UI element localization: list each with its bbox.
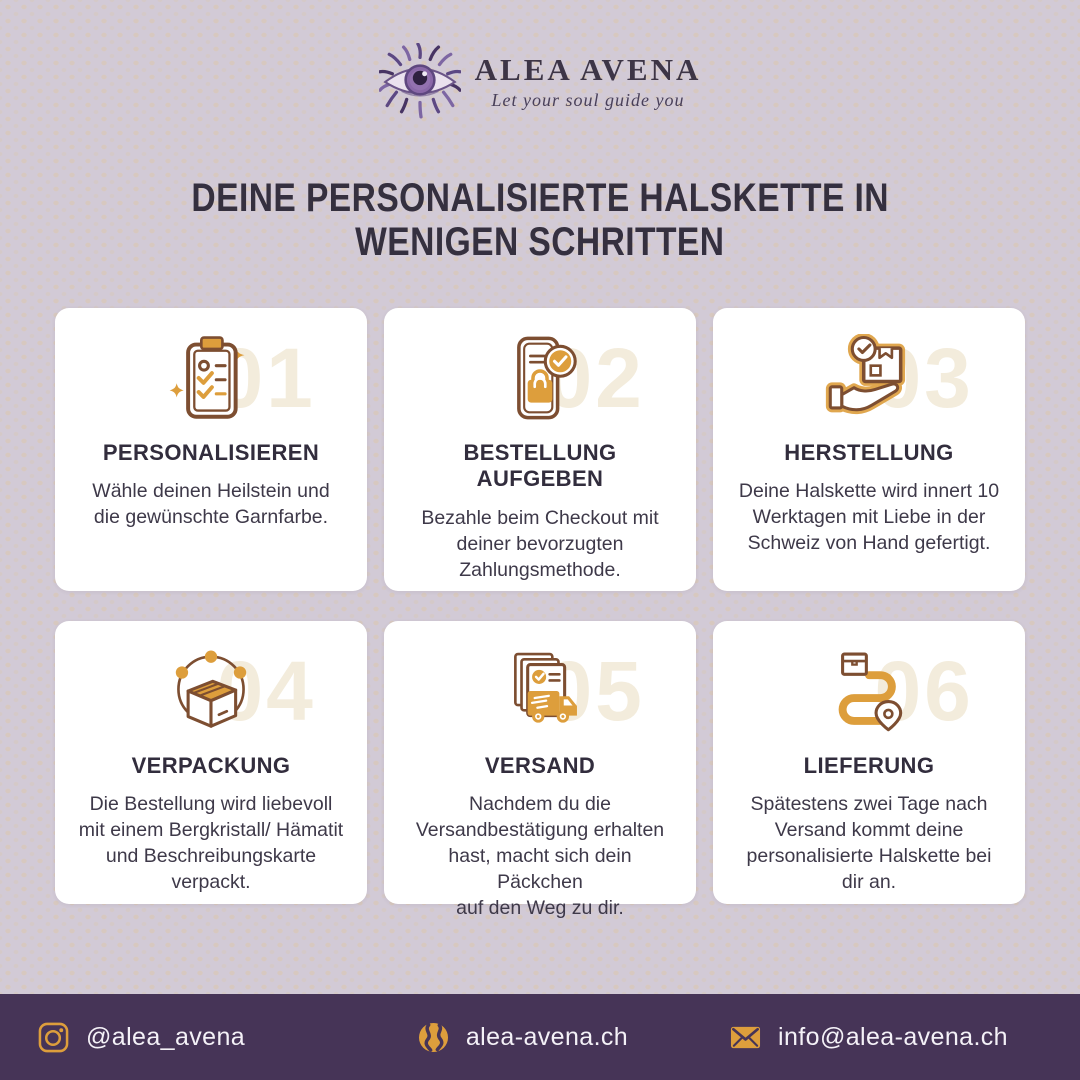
delivery-route-icon xyxy=(838,652,903,732)
page-title-line1: DEINE PERSONALISIERTE HALSKETTE IN xyxy=(191,176,889,220)
step-card-bestellung: 02 BESTELLUNG AUFGEBEN Bezahle beim Chec… xyxy=(384,308,696,591)
step-text: Wähle deinen Heilstein und die gewünscht… xyxy=(92,480,330,529)
step-icon-area: 06 xyxy=(733,645,1005,737)
step-title: HERSTELLUNG xyxy=(784,440,954,465)
package-box-icon xyxy=(175,650,247,728)
step-title: LIEFERUNG xyxy=(803,753,935,778)
step-text: Bezahle beim Checkout mit deiner bevorzu… xyxy=(421,506,659,581)
website-url: alea-avena.ch xyxy=(465,1022,629,1051)
step-text: Die Bestellung wird liebevoll mit einem … xyxy=(78,793,344,894)
step-title: VERSAND xyxy=(484,753,596,778)
step-title: PERSONALISIEREN xyxy=(102,440,320,465)
email-address: info@alea-avena.ch xyxy=(778,1022,1008,1051)
brand-name: ALEA AVENA xyxy=(474,52,702,88)
step-title: BESTELLUNG AUFGEBEN xyxy=(463,440,617,492)
envelope-icon xyxy=(731,1026,761,1048)
step-card-lieferung: 06 LIEFERUNG Spätestens zwei Tage nach V… xyxy=(713,621,1025,904)
step-card-verpackung: 04 VERPACKUNG Die Bestellung wird liebev… xyxy=(55,621,367,904)
brand-tagline: Let your soul guide you xyxy=(491,89,685,110)
instagram-handle: @alea_avena xyxy=(86,1022,246,1051)
globe-icon xyxy=(418,1022,448,1052)
eye-logo-icon xyxy=(378,43,461,119)
website-contact[interactable]: alea-avena.ch xyxy=(418,1022,628,1053)
step-card-personalisieren: 01 PERSONALISIEREN Wähle deinen Heilstei… xyxy=(55,308,367,591)
brand-text: ALEA AVENA Let your soul guide you xyxy=(475,53,702,110)
step-text: Nachdem du die Versandbestätigung erhalt… xyxy=(415,793,665,920)
steps-grid: 01 PERSONALISIEREN Wähle deinen Heilstei… xyxy=(55,308,1025,919)
instagram-icon xyxy=(38,1022,69,1052)
step-icon-area: 04 xyxy=(75,645,347,737)
step-icon-area: 03 xyxy=(733,332,1005,424)
step-text: Spätestens zwei Tage nach Versand kommt … xyxy=(746,793,992,894)
email-contact[interactable]: info@alea-avena.ch xyxy=(730,1022,1008,1053)
step-icon-area: 05 xyxy=(404,645,676,737)
step-text: Deine Halskette wird innert 10 Werktagen… xyxy=(738,480,1000,555)
step-title: VERPACKUNG xyxy=(131,753,291,778)
step-icon-area: 01 xyxy=(75,332,347,424)
step-icon-area: 02 xyxy=(404,332,676,424)
page-title-line2: WENIGEN SCHRITTEN xyxy=(355,220,725,264)
contact-footer: @alea_avena alea-avena.ch info@alea-aven… xyxy=(0,994,1080,1080)
hand-holding-box-icon xyxy=(825,334,906,415)
step-card-herstellung: 03 HERSTELLUNG xyxy=(713,308,1025,591)
instagram-contact[interactable]: @alea_avena xyxy=(38,1022,245,1053)
shipping-truck-icon xyxy=(514,652,577,723)
step-card-versand: 05 xyxy=(384,621,696,919)
page-title: DEINE PERSONALISIERTE HALSKETTE IN WENIG… xyxy=(0,176,1080,264)
phone-order-icon xyxy=(517,336,577,420)
brand-header: ALEA AVENA Let your soul guide you xyxy=(0,0,1080,124)
clipboard-checklist-icon xyxy=(169,336,245,419)
